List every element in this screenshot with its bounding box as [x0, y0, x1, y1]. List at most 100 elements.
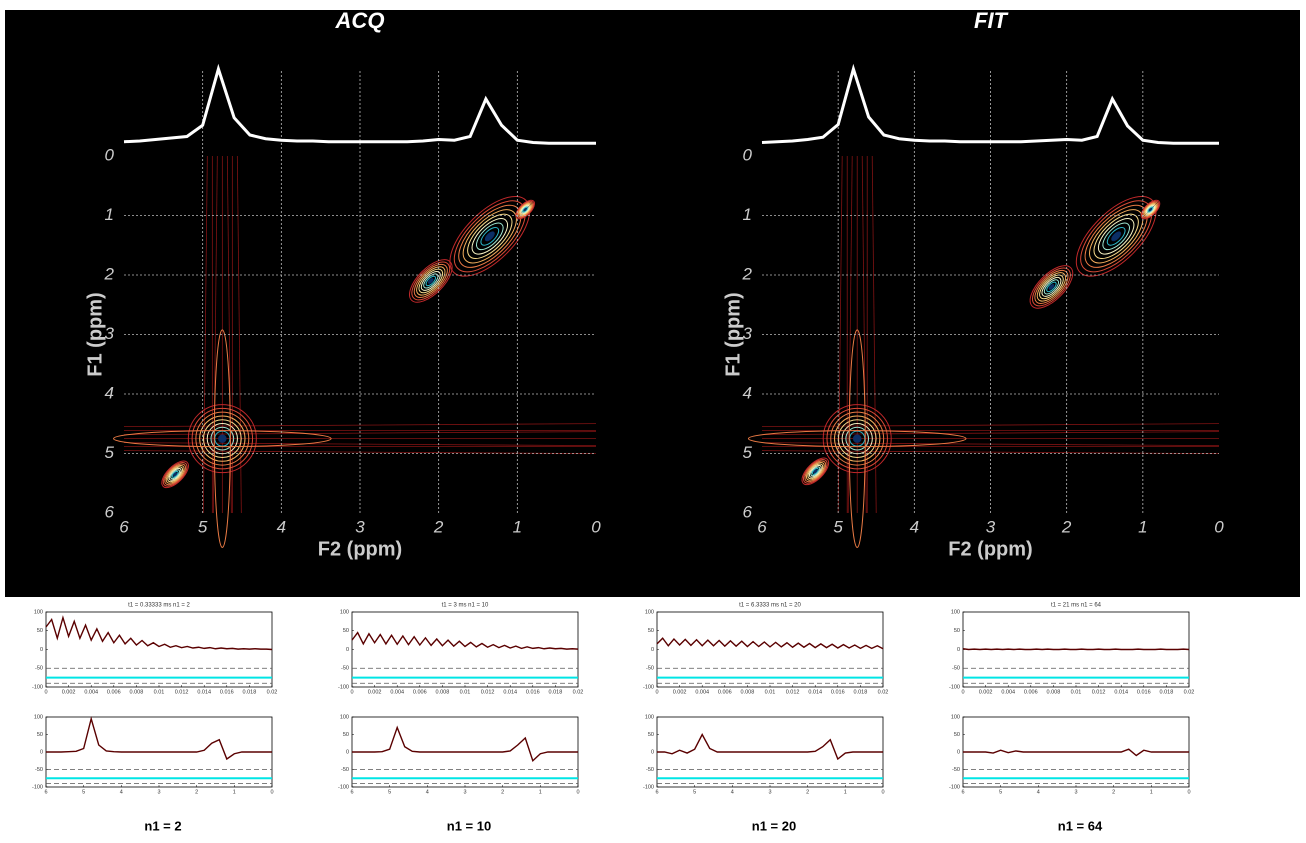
x-tick-label: 0.02: [267, 689, 278, 695]
y-tick-label: -50: [341, 666, 349, 672]
x-tick-label: 0.01: [154, 689, 165, 695]
y-tick-label: 0: [40, 647, 43, 653]
y-tick-label: 100: [645, 714, 654, 720]
contour: [484, 231, 495, 242]
x-tick-label: 0.006: [718, 689, 732, 695]
y-tick-label: 100: [34, 609, 43, 615]
y-tick-label: 0: [40, 749, 43, 755]
chart-title: ACQ: [335, 8, 385, 33]
x-tick-label: 0.002: [979, 689, 993, 695]
contour: [462, 209, 517, 264]
x-tick-label: 0.004: [695, 689, 709, 695]
contour: [1144, 203, 1157, 216]
y-tick-label: 0: [346, 647, 349, 653]
y-tick-label: 50: [343, 732, 349, 738]
contour: [1140, 199, 1161, 220]
x-tick-label: 0: [44, 689, 47, 695]
y-tick-label: 4: [105, 383, 114, 402]
x-tick-label: 0: [576, 789, 579, 795]
contour: [206, 423, 238, 455]
y-tick-label: 50: [954, 628, 960, 634]
data-line: [352, 725, 578, 763]
x-tick-label: 1: [233, 789, 236, 795]
x-tick-label: 4: [1037, 789, 1040, 795]
x-tick-label: 5: [999, 789, 1002, 795]
x-tick-label: 3: [157, 789, 160, 795]
x-tick-label: 4: [277, 517, 286, 536]
contour: [476, 222, 504, 251]
x-tick-label: 4: [426, 789, 429, 795]
caption: n1 = 10: [447, 818, 491, 833]
x-tick-label: 0.01: [460, 689, 471, 695]
data-line: [962, 648, 1190, 651]
x-tick-label: 6: [350, 789, 353, 795]
contour: [1036, 272, 1067, 302]
contour: [515, 199, 535, 220]
x-tick-label: 5: [388, 789, 391, 795]
contour: [1141, 200, 1160, 219]
x-tick-label: 0.008: [130, 689, 144, 695]
x-tick-label: 0.012: [175, 689, 189, 695]
contour: [1111, 231, 1122, 242]
x-tick-label: 0: [1214, 517, 1224, 536]
contour: [191, 407, 254, 470]
x-tick-label: 0: [655, 689, 658, 695]
x-axis-label: F2 (ppm): [948, 538, 1032, 560]
contour: [807, 463, 824, 480]
data-line: [46, 716, 272, 761]
y-tick-label: -100: [338, 784, 349, 790]
x-tick-label: 0.02: [878, 689, 889, 695]
x-tick-label: 1: [1150, 789, 1153, 795]
contour: [1048, 284, 1055, 290]
contour: [801, 457, 830, 486]
x-axis-label: F2 (ppm): [318, 538, 402, 560]
x-tick-label: 0.008: [436, 689, 450, 695]
contour: [471, 218, 509, 255]
x-tick-label: 4: [120, 789, 123, 795]
x-tick-label: 3: [986, 517, 996, 536]
caption: n1 = 64: [1058, 818, 1103, 833]
y-tick-label: 0: [346, 749, 349, 755]
x-tick-label: 0.018: [549, 689, 563, 695]
y-tick-label: 50: [648, 628, 654, 634]
contour: [1102, 222, 1130, 251]
x-tick-label: 0: [881, 789, 884, 795]
x-tick-label: 3: [355, 517, 365, 536]
contour: [852, 434, 862, 443]
x-tick-label: 6: [119, 517, 129, 536]
y-tick-label: 5: [743, 443, 753, 462]
x-tick-label: 1: [513, 517, 522, 536]
y-tick-label: -50: [952, 767, 960, 773]
contour: [808, 464, 822, 478]
y-tick-label: 0: [105, 145, 115, 164]
x-tick-label: 3: [1074, 789, 1077, 795]
contour: [210, 426, 235, 451]
contour: [453, 200, 526, 273]
x-tick-label: 0.01: [765, 689, 776, 695]
data-line: [656, 637, 884, 650]
x-tick-label: 0.01: [1071, 689, 1082, 695]
contour: [520, 204, 530, 215]
y-tick-label: 0: [651, 647, 654, 653]
caption: n1 = 2: [144, 818, 181, 833]
contour: [1029, 265, 1074, 309]
y-tick-label: 3: [743, 324, 753, 343]
x-tick-label: 0: [591, 517, 601, 536]
contour: [449, 195, 531, 277]
contour: [195, 411, 250, 466]
y-tick-label: -100: [643, 784, 654, 790]
contour: [518, 202, 532, 217]
y-tick-label: -50: [35, 666, 43, 672]
contour: [1043, 279, 1060, 295]
x-tick-label: 2: [1061, 517, 1072, 536]
contour: [841, 423, 873, 455]
x-tick-label: 6: [44, 789, 47, 795]
projection-trace: [761, 63, 1219, 145]
x-tick-label: 2: [195, 789, 198, 795]
y-tick-label: -100: [949, 684, 960, 690]
data-line: [351, 631, 579, 650]
y-tick-label: 2: [742, 264, 753, 283]
x-tick-label: 0.018: [1160, 689, 1174, 695]
contour: [467, 213, 513, 259]
y-tick-label: 0: [651, 749, 654, 755]
